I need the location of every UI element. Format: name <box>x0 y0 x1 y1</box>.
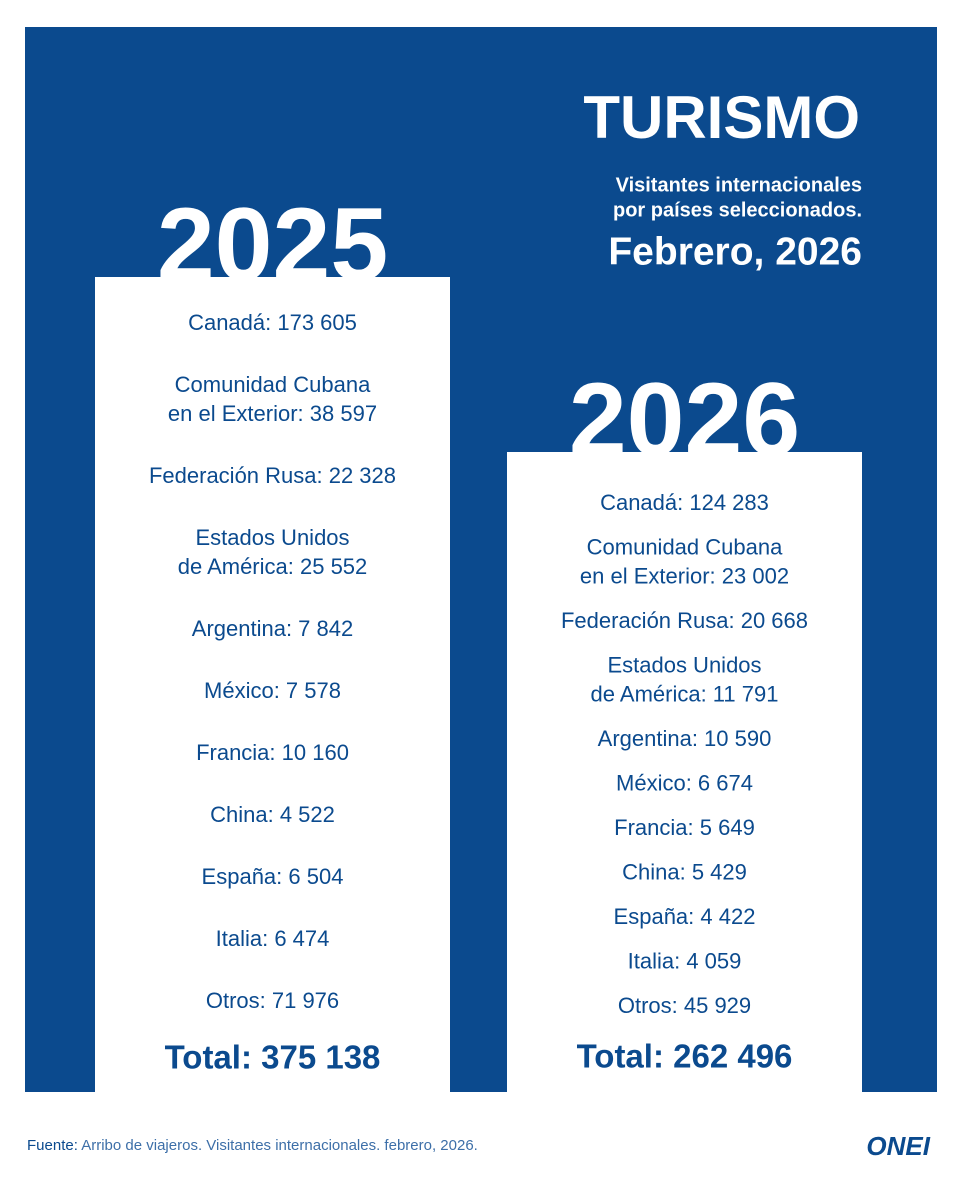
entry: de América: 25 552 <box>178 554 368 579</box>
entry: Canadá: 124 283 <box>600 490 769 515</box>
entry: de América: 11 791 <box>591 681 779 706</box>
entry: en el Exterior: 38 597 <box>168 401 377 426</box>
entry: Otros: 45 929 <box>618 993 751 1018</box>
entry: Francia: 10 160 <box>196 740 349 765</box>
entry: España: 6 504 <box>202 864 344 889</box>
period: Febrero, 2026 <box>608 230 862 273</box>
entry: México: 7 578 <box>204 678 341 703</box>
source-label: Fuente: <box>27 1137 78 1154</box>
entry: en el Exterior: 23 002 <box>580 563 789 588</box>
entry: Italia: 4 059 <box>628 948 742 973</box>
source-text: Arribo de viajeros. Visitantes internaci… <box>81 1137 478 1154</box>
entry: Argentina: 7 842 <box>192 616 353 641</box>
entry: Italia: 6 474 <box>216 926 330 951</box>
entry: Canadá: 173 605 <box>188 310 357 335</box>
title: TURISMO <box>583 84 860 151</box>
entry: México: 6 674 <box>616 770 753 795</box>
subtitle: por países seleccionados. <box>613 199 862 221</box>
entry: China: 5 429 <box>622 859 747 884</box>
entry: China: 4 522 <box>210 802 335 827</box>
entry: Federación Rusa: 20 668 <box>561 608 808 633</box>
column-box <box>507 452 862 1092</box>
entry: España: 4 422 <box>614 904 756 929</box>
total: Total: 375 138 <box>165 1039 381 1076</box>
entry: Comunidad Cubana <box>175 372 371 397</box>
total: Total: 262 496 <box>577 1038 793 1075</box>
entry: Argentina: 10 590 <box>598 726 772 751</box>
source: Fuente: Arribo de viajeros. Visitantes i… <box>27 1137 478 1154</box>
entry: Francia: 5 649 <box>614 815 755 840</box>
entry: Estados Unidos <box>607 652 761 677</box>
entry: Comunidad Cubana <box>587 534 783 559</box>
entry: Estados Unidos <box>195 525 349 550</box>
column-box <box>95 277 450 1092</box>
entry: Otros: 71 976 <box>206 988 339 1013</box>
subtitle: Visitantes internacionales <box>616 174 862 196</box>
entry: Federación Rusa: 22 328 <box>149 463 396 488</box>
logo: ONEI <box>866 1131 930 1161</box>
